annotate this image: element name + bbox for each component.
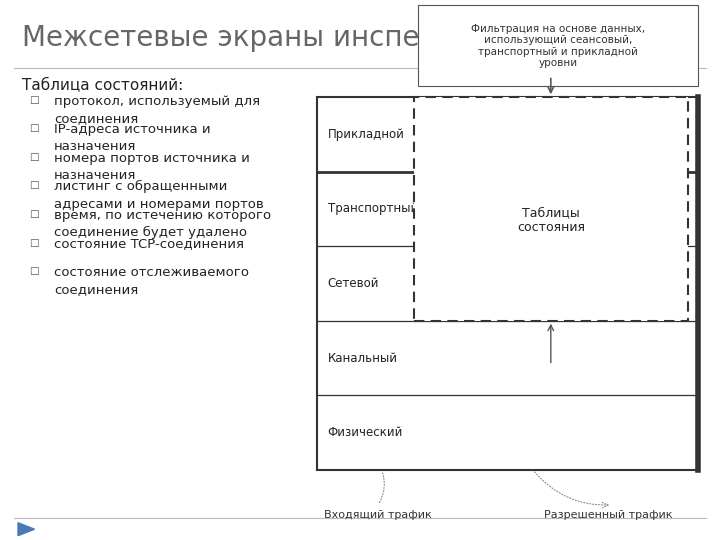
Text: адресами и номерами портов: адресами и номерами портов [54, 198, 264, 211]
Text: Таблицы
состояния: Таблицы состояния [517, 206, 585, 234]
Text: □: □ [29, 238, 39, 248]
Text: □: □ [29, 123, 39, 133]
Bar [317, 97, 698, 470]
Text: листинг с обращенными: листинг с обращенными [54, 180, 228, 193]
Text: Разрешенный трафик: Разрешенный трафик [544, 510, 672, 521]
Text: время, по истечению которого: время, по истечению которого [54, 209, 271, 222]
Bar [418, 5, 698, 86]
Text: соединение будет удалено: соединение будет удалено [54, 226, 247, 239]
Text: Прикладной: Прикладной [328, 128, 405, 141]
Text: соединения: соединения [54, 284, 138, 296]
Text: назначения: назначения [54, 140, 136, 153]
Text: протокол, используемый для: протокол, используемый для [54, 94, 260, 107]
Text: □: □ [29, 209, 39, 219]
Text: Межсетевые экраны инспекции состояний: Межсетевые экраны инспекции состояний [22, 24, 651, 52]
Text: состояние отслеживаемого: состояние отслеживаемого [54, 266, 249, 279]
Text: Входящий трафик: Входящий трафик [324, 510, 432, 521]
Text: Физический: Физический [328, 426, 403, 439]
Text: □: □ [29, 180, 39, 191]
Text: Фильтрация на основе данных,
использующий сеансовый,
транспортный и прикладной
у: Фильтрация на основе данных, использующи… [471, 24, 645, 68]
Text: Таблица состояний:: Таблица состояний: [22, 78, 183, 93]
Text: □: □ [29, 266, 39, 276]
Text: Канальный: Канальный [328, 352, 397, 365]
Text: □: □ [29, 152, 39, 162]
Text: IP-адреса источника и: IP-адреса источника и [54, 123, 211, 136]
FancyBboxPatch shape [414, 97, 688, 321]
Text: □: □ [29, 94, 39, 105]
Text: назначения: назначения [54, 169, 136, 182]
Text: Сетевой: Сетевой [328, 277, 379, 290]
Text: номера портов источника и: номера портов источника и [54, 152, 250, 165]
Text: соединения: соединения [54, 112, 138, 125]
Text: состояние TCP-соединения: состояние TCP-соединения [54, 238, 244, 251]
Text: Транспортный: Транспортный [328, 202, 418, 215]
Polygon shape [18, 523, 35, 536]
